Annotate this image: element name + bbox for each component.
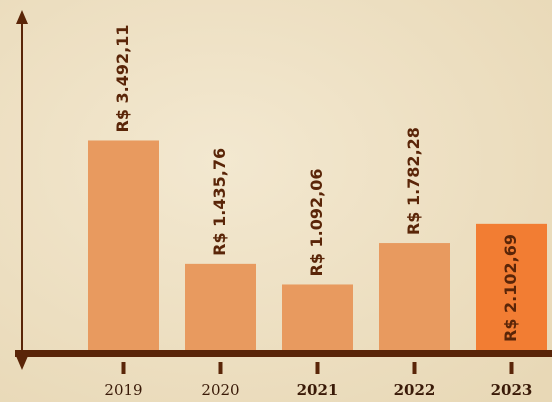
x-tick-label: 2021 — [297, 381, 339, 399]
x-tick-label: 2022 — [394, 381, 436, 399]
x-tick — [509, 362, 514, 374]
bar — [88, 140, 159, 350]
x-tick-label: 2023 — [491, 381, 533, 399]
bar — [476, 223, 547, 350]
bar — [379, 243, 450, 350]
x-tick-label: 2019 — [104, 381, 142, 399]
baseline — [15, 350, 552, 357]
x-tick — [412, 362, 417, 374]
x-tick-label: 2020 — [201, 381, 239, 399]
value-label: R$ 2.102,69 — [501, 234, 520, 342]
value-label: R$ 1.435,76 — [210, 148, 229, 256]
value-label: R$ 3.492,11 — [113, 24, 132, 132]
value-label: R$ 1.092,06 — [307, 168, 326, 276]
x-tick — [218, 362, 223, 374]
value-label: R$ 1.782,28 — [404, 127, 423, 235]
bar — [282, 284, 353, 350]
x-tick — [121, 362, 126, 374]
x-tick — [315, 362, 320, 374]
bar — [185, 263, 256, 350]
